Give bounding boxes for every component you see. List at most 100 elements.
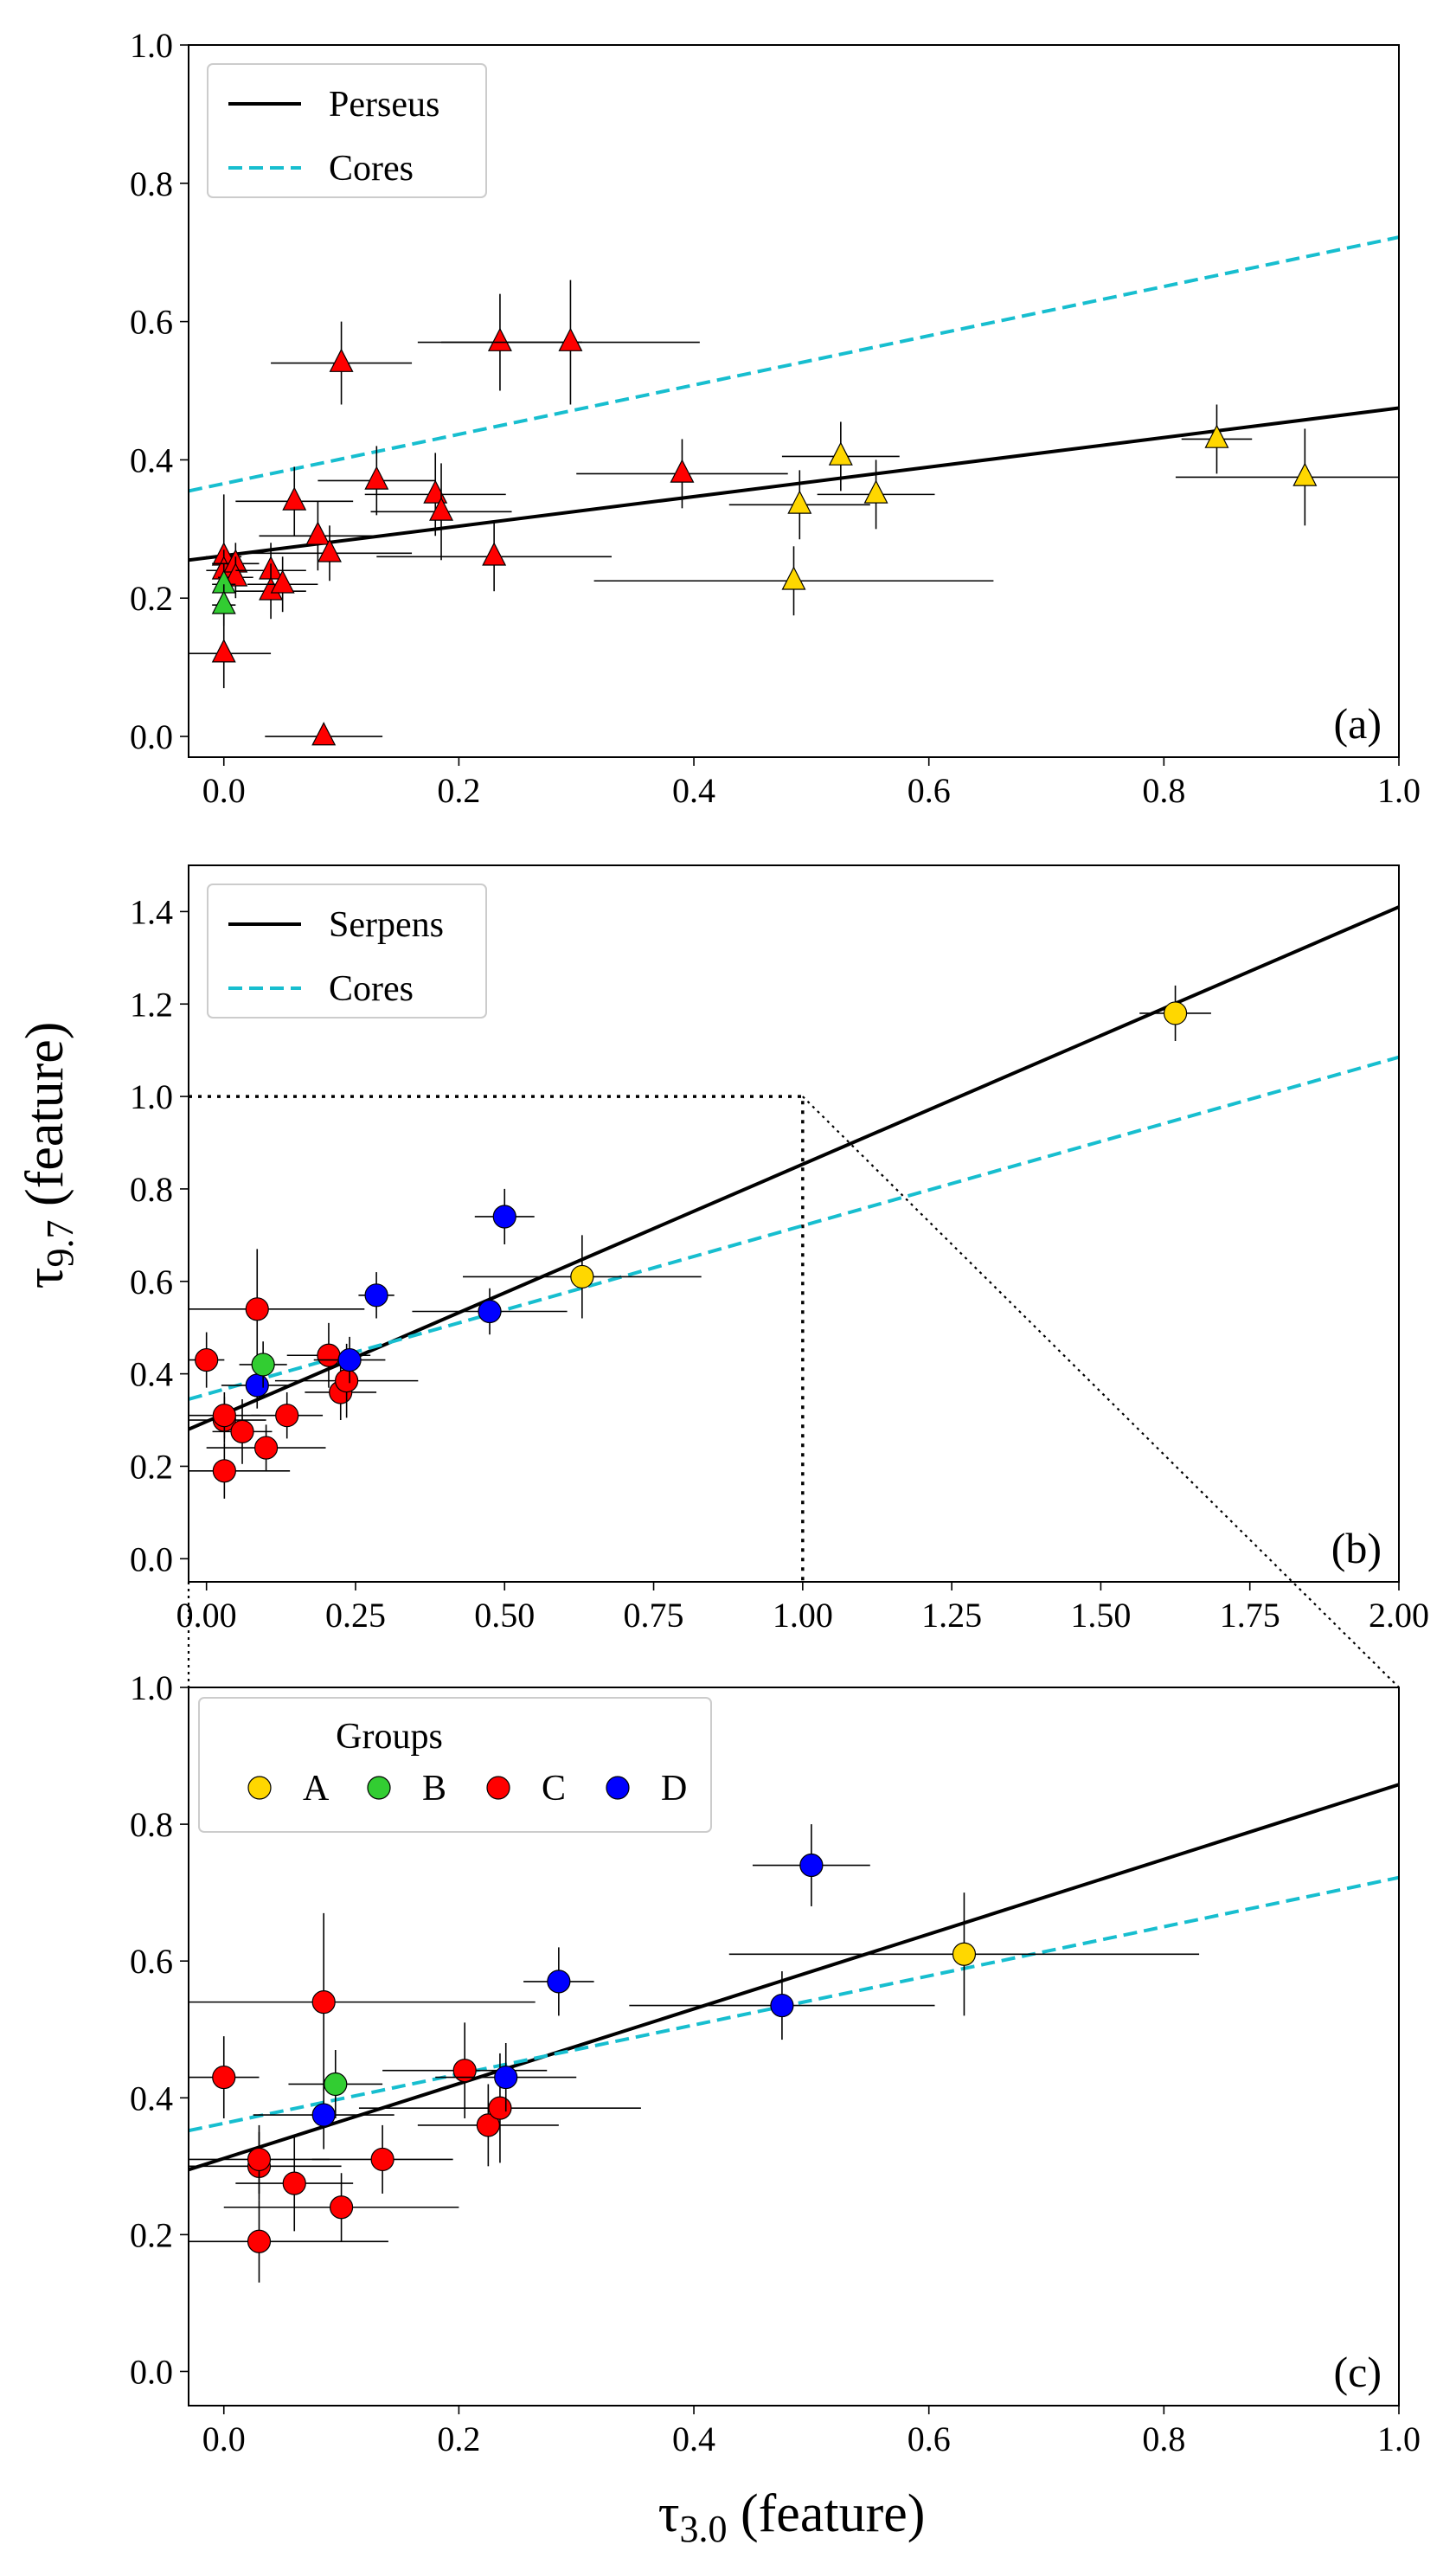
panel-c-scatter: 0.0 0.2 0.4 0.6 0.8 1.0 0.0 0.2 0.4 0.6 0.8 1.0 (c) G… — [130, 1668, 1421, 2458]
panel-a-point — [247, 525, 413, 582]
legend-box — [207, 884, 487, 1019]
panel-c-point — [235, 2135, 354, 2232]
panel-a-marker-C — [223, 562, 248, 587]
panel-a-frame — [188, 44, 1400, 758]
panel-c-y-tick-label: 0.2 — [130, 2215, 173, 2254]
x-axis-title-main: τ — [658, 2484, 680, 2543]
panel-a-x-tick-label: 0.8 — [1142, 771, 1185, 810]
panel-c-marker-C — [311, 1990, 336, 2015]
panel-c-x-tick-label: 0.4 — [672, 2419, 715, 2458]
panel-b-point — [206, 1424, 326, 1471]
panel-b-marker-C — [195, 1347, 219, 1372]
panel-a-point — [211, 584, 236, 627]
legend-marker-b — [367, 1776, 391, 1800]
legend-box — [207, 63, 487, 198]
x-axis-title-sub: 3.0 — [680, 2508, 728, 2550]
panel-a-marker-C — [305, 521, 330, 545]
panel-a-y-tick-label: 0.6 — [130, 303, 173, 342]
panel-c-point — [382, 2022, 548, 2118]
panel-b-x-tick-label: 0.00 — [176, 1596, 237, 1635]
panel-b-point — [251, 1391, 324, 1439]
panel-b-point — [474, 1188, 535, 1245]
panel-a-point — [265, 722, 383, 746]
panel-b-data — [189, 905, 1399, 1582]
panel-a-marker-C — [311, 722, 337, 746]
y-axis-title-sub: 9.7 — [39, 1219, 81, 1267]
panel-b-marker-C — [212, 1459, 236, 1483]
panel-c-data — [189, 1783, 1399, 2283]
panel-b-point — [189, 1391, 260, 1439]
panel-b-y-tick-label: 0.4 — [130, 1355, 173, 1394]
panel-a-marker-C — [482, 542, 507, 566]
panel-b-scatter: 0.00 0.25 0.50 0.75 1.00 1.25 1.50 1.75 2.00 0.0 0… — [130, 864, 1429, 1635]
legend-label-a: A — [303, 1769, 330, 1809]
panel-a-x-tick-label: 0.4 — [672, 771, 715, 810]
panel-b-point — [239, 1341, 287, 1388]
panel-a-point — [189, 619, 272, 689]
panel-a-x-tick-label: 0.2 — [437, 771, 480, 810]
panel-a-point — [235, 563, 306, 620]
panel-b-y-tick-label: 0.2 — [130, 1447, 173, 1486]
panel-b-marker-C — [275, 1404, 299, 1428]
panel-c-marker-D — [547, 1970, 571, 1994]
panel-b-x-tick-label: 0.50 — [474, 1596, 535, 1635]
panel-b-y-tick-label: 0.8 — [130, 1170, 173, 1209]
panel-a-y-tick-label: 0.0 — [130, 717, 173, 756]
panel-b-x-tick-label: 1.75 — [1220, 1596, 1280, 1635]
panel-a-point — [317, 446, 436, 516]
legend-label-serpens: Serpens — [329, 905, 444, 945]
panel-a-point — [576, 439, 788, 509]
panel-c-y-tick-label: 0.0 — [130, 2352, 173, 2391]
panel-b-point — [313, 1336, 386, 1384]
panel-b-point — [463, 1235, 702, 1319]
panel-c-line-serpens — [189, 1783, 1399, 2172]
panel-c-point — [288, 2049, 383, 2118]
panel-a-point — [235, 466, 354, 537]
x-axis-title-rest: (feature) — [728, 2484, 926, 2543]
panel-b-point — [412, 1288, 568, 1335]
panel-c-y-tick-label: 0.8 — [130, 1805, 173, 1844]
panel-a-data — [189, 235, 1399, 746]
panel-a-marker-A — [1204, 424, 1229, 448]
panel-a-marker-C — [317, 538, 342, 562]
panel-c-label: (c) — [1334, 2348, 1382, 2396]
legend-marker-c — [486, 1776, 510, 1800]
panel-c-line-cores — [189, 1875, 1399, 2133]
panel-b-point — [189, 1332, 225, 1388]
panel-b-x-tick-label: 1.25 — [921, 1596, 982, 1635]
panel-c-x-tick-label: 0.2 — [437, 2419, 480, 2458]
panel-b-marker-C — [317, 1343, 341, 1367]
panel-b-marker-A — [570, 1264, 594, 1289]
panel-a-point — [1175, 428, 1399, 526]
legend-marker-d — [606, 1776, 630, 1800]
panel-c-point — [189, 2124, 330, 2194]
panel-b-marker-D — [337, 1347, 362, 1372]
panel-a-y-tick-label: 0.8 — [130, 164, 173, 203]
panel-a-marker-C — [270, 569, 295, 594]
panel-b-frame — [188, 864, 1400, 1583]
panel-c-marker-C — [212, 2065, 236, 2090]
panel-a-marker-C — [429, 497, 454, 521]
panel-a-marker-A — [863, 479, 888, 504]
panel-a-point — [728, 470, 870, 540]
panel-a-line-perseus — [189, 406, 1399, 562]
panel-b-x-tick-label: 0.25 — [325, 1596, 386, 1635]
panel-b-marker-B — [251, 1353, 275, 1377]
panel-b-point — [189, 1249, 365, 1370]
panel-c-marker-D — [799, 1853, 824, 1878]
panel-a-y-tick-label: 1.0 — [130, 26, 173, 65]
panel-c-point — [417, 2084, 559, 2167]
panel-a-point — [259, 501, 377, 571]
panel-b-marker-C — [212, 1404, 236, 1428]
panel-a-marker-A — [781, 566, 806, 590]
panel-c-marker-C — [488, 2096, 512, 2120]
panel-a-marker-C — [282, 486, 307, 511]
legend-title: Groups — [336, 1717, 443, 1757]
panel-b-marker-D — [492, 1205, 516, 1229]
panel-b-line-cores — [189, 1055, 1399, 1401]
panel-a-marker-C — [558, 327, 583, 351]
panel-a-point — [441, 280, 700, 405]
y-axis-title-main: τ — [16, 1267, 74, 1288]
